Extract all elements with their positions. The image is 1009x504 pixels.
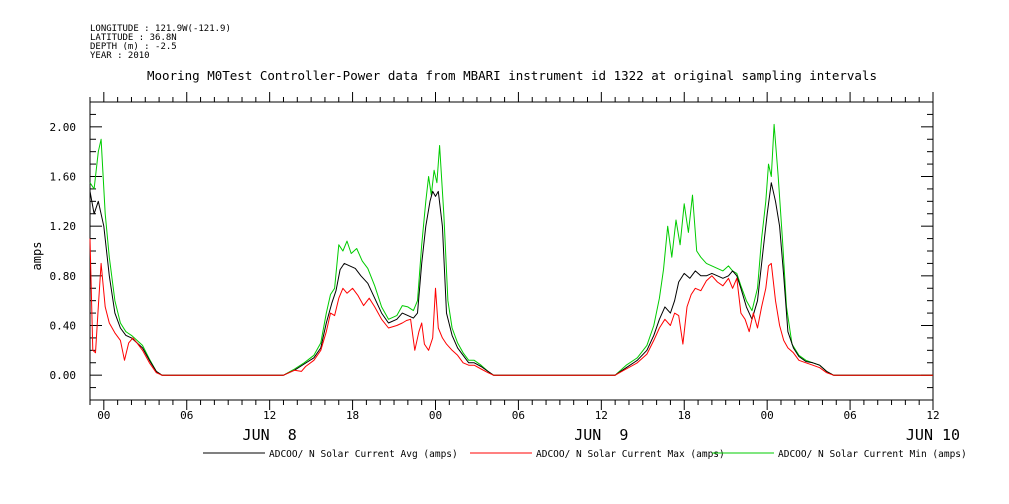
meta-latitude: LATITUDE : 36.8N	[90, 33, 177, 43]
chart-title: Mooring M0Test Controller-Power data fro…	[147, 68, 877, 83]
y-tick-label: 0.40	[50, 320, 77, 333]
x-tick-label: 00	[761, 409, 774, 422]
x-tick-label: 12	[263, 409, 276, 422]
legend: ADCOO/ N Solar Current Avg (amps) ADCOO/ …	[203, 449, 967, 460]
meta-longitude: LONGITUDE : 121.9W(-121.9)	[90, 24, 231, 34]
x-tick-label: 12	[926, 409, 939, 422]
day-label: JUN 9	[574, 426, 628, 444]
series-layer	[89, 123, 933, 376]
header-meta: LONGITUDE : 121.9W(-121.9) LATITUDE : 36…	[90, 24, 231, 61]
day-label: JUN 10	[906, 426, 960, 444]
day-label: JUN 8	[243, 426, 297, 444]
y-axis-label: amps	[30, 242, 44, 271]
axes: 0.00 0.40 0.80 1.20 1.60 2.00 00 06 12 18 00 06 12 18…	[50, 92, 960, 444]
x-tick-label: 18	[346, 409, 359, 422]
legend-label: ADCOO/ N Solar Current Avg (amps)	[269, 449, 458, 460]
meta-year: YEAR : 2010	[90, 51, 150, 61]
y-tick-label: 1.20	[50, 220, 77, 233]
series-line-max	[89, 238, 933, 376]
plot-frame	[89, 101, 934, 401]
series-line-min	[89, 123, 933, 376]
x-tick-label: 00	[97, 409, 110, 422]
legend-label: ADCOO/ N Solar Current Min (amps)	[778, 449, 967, 460]
x-tick-label: 12	[595, 409, 608, 422]
x-tick-label: 06	[843, 409, 856, 422]
x-tick-label: 06	[512, 409, 525, 422]
y-tick-label: 0.00	[50, 369, 77, 382]
y-tick-label: 1.60	[50, 171, 77, 184]
y-tick-label: 2.00	[50, 121, 77, 134]
x-tick-label: 00	[429, 409, 442, 422]
x-tick-label: 18	[678, 409, 691, 422]
legend-label: ADCOO/ N Solar Current Max (amps)	[536, 449, 725, 460]
y-tick-label: 0.80	[50, 270, 77, 283]
x-tick-label: 06	[180, 409, 193, 422]
series-line-avg	[89, 182, 933, 376]
meta-depth: DEPTH (m) : -2.5	[90, 42, 177, 52]
